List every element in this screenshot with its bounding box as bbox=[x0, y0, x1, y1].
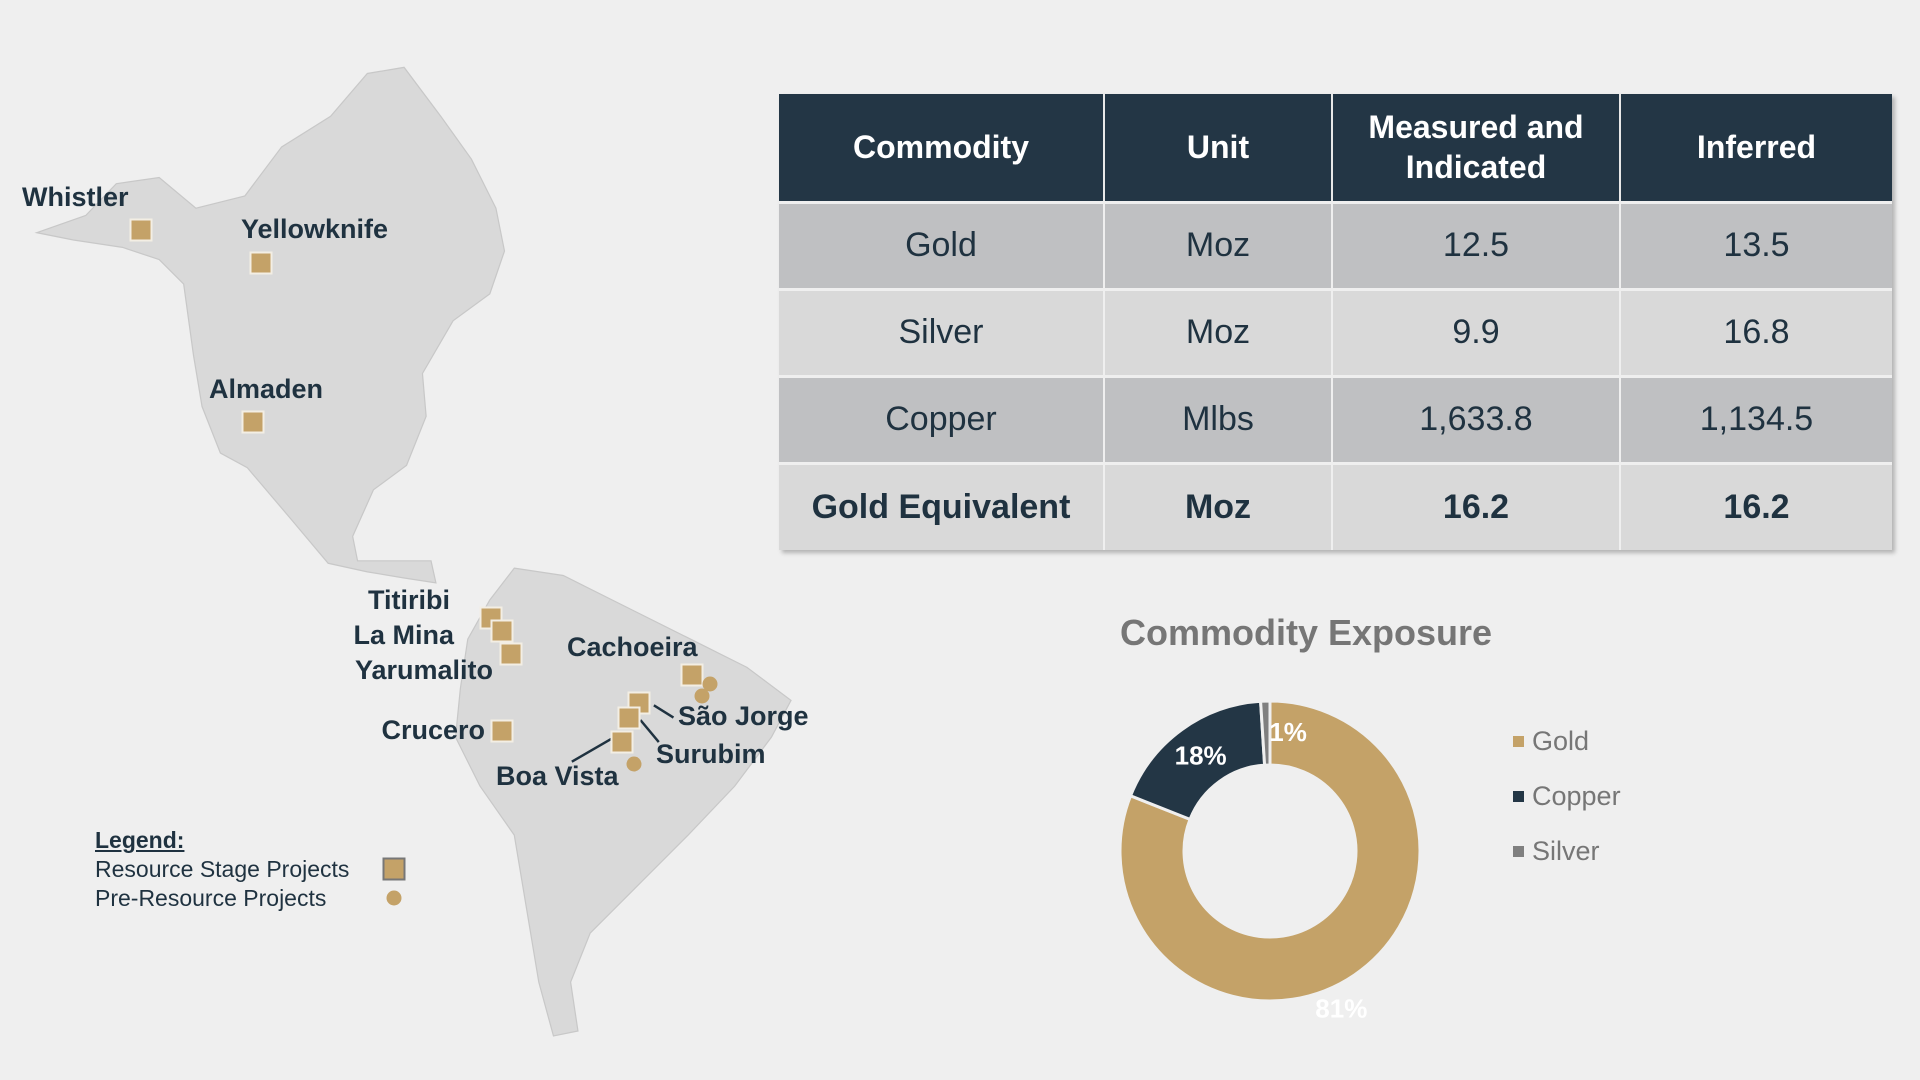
data-label: 18% bbox=[1175, 741, 1227, 771]
cell: 12.5 bbox=[1332, 200, 1621, 289]
cell: Moz bbox=[1104, 287, 1333, 376]
slice-gold bbox=[1118, 699, 1422, 1003]
legend-circle-icon bbox=[386, 890, 402, 906]
crucero-marker bbox=[490, 719, 514, 743]
cell: Mlbs bbox=[1104, 374, 1333, 463]
data-label: 81% bbox=[1315, 994, 1367, 1020]
legend-swatch-icon bbox=[1513, 791, 1524, 802]
la-mina-marker bbox=[490, 619, 514, 643]
table-row: Silver Moz 9.9 16.8 bbox=[779, 287, 1892, 376]
resource-table: Commodity Unit Measured and Indicated In… bbox=[779, 94, 1892, 550]
table-row-total: Gold Equivalent Moz 16.2 16.2 bbox=[779, 461, 1892, 550]
cell: 16.2 bbox=[1620, 461, 1892, 550]
table-header: Commodity Unit Measured and Indicated In… bbox=[779, 94, 1892, 202]
legend-title: Legend: bbox=[95, 827, 185, 853]
yellowknife-marker bbox=[249, 251, 273, 275]
cell: Copper bbox=[779, 374, 1105, 463]
legend-label: Gold bbox=[1532, 726, 1590, 756]
donut-chart: 81% 18% 1% bbox=[1118, 699, 1422, 1020]
table-row: Copper Mlbs 1,633.8 1,134.5 bbox=[779, 374, 1892, 463]
cell: Gold Equivalent bbox=[779, 461, 1105, 550]
project-label: Whistler bbox=[22, 182, 129, 212]
cell: Silver bbox=[779, 287, 1105, 376]
boa-vista-marker bbox=[610, 730, 634, 754]
yarumalito-marker bbox=[499, 642, 523, 666]
leader-line-boa-vista bbox=[571, 737, 613, 763]
legend-pre-resource-label: Pre-Resource Projects bbox=[95, 885, 327, 911]
pre-resource-marker bbox=[694, 688, 710, 704]
header-unit: Unit bbox=[1104, 94, 1333, 202]
leader-line-surubim bbox=[639, 719, 660, 743]
almaden-marker bbox=[241, 410, 265, 434]
legend-label: Copper bbox=[1532, 781, 1621, 811]
header-commodity: Commodity bbox=[779, 94, 1105, 202]
cell: Moz bbox=[1104, 200, 1333, 289]
slice-silver bbox=[1258, 699, 1272, 767]
cell: 1,633.8 bbox=[1332, 374, 1621, 463]
pre-resource-marker bbox=[626, 756, 642, 772]
cell: Moz bbox=[1104, 461, 1333, 550]
cell: 1,134.5 bbox=[1620, 374, 1892, 463]
legend-resource-label: Resource Stage Projects bbox=[95, 856, 350, 882]
whistler-marker bbox=[129, 218, 153, 242]
cell: Gold bbox=[779, 200, 1105, 289]
chart-title: Commodity Exposure bbox=[1120, 612, 1493, 653]
legend-label: Silver bbox=[1532, 836, 1600, 866]
project-label: Surubim bbox=[656, 739, 766, 769]
cell: 9.9 bbox=[1332, 287, 1621, 376]
header-inferred: Inferred bbox=[1620, 94, 1892, 202]
legend-swatch-icon bbox=[1513, 846, 1524, 857]
project-label: Almaden bbox=[209, 374, 324, 404]
legend-swatch-icon bbox=[1513, 736, 1524, 747]
legend-item-copper: Copper bbox=[1513, 781, 1621, 812]
legend-item-silver: Silver bbox=[1513, 836, 1600, 867]
legend-square-icon bbox=[382, 857, 406, 881]
leader-line-sao-jorge bbox=[653, 704, 675, 719]
north-america-landmass bbox=[34, 66, 506, 584]
project-label: La Mina bbox=[353, 620, 454, 650]
surubim-marker bbox=[617, 706, 641, 730]
project-label: Titiribi bbox=[367, 585, 450, 615]
project-label: Crucero bbox=[381, 715, 485, 745]
header-measured-indicated: Measured and Indicated bbox=[1332, 94, 1621, 202]
cell: 13.5 bbox=[1620, 200, 1892, 289]
legend-item-gold: Gold bbox=[1513, 726, 1589, 757]
pre-resource-marker bbox=[702, 676, 718, 692]
cell: 16.8 bbox=[1620, 287, 1892, 376]
project-label: Cachoeira bbox=[567, 632, 698, 662]
project-label: Boa Vista bbox=[496, 761, 619, 791]
project-label: São Jorge bbox=[678, 701, 809, 731]
cell: 16.2 bbox=[1332, 461, 1621, 550]
table-row: Gold Moz 12.5 13.5 bbox=[779, 200, 1892, 289]
project-label: Yellowknife bbox=[241, 214, 389, 244]
project-label: Yarumalito bbox=[354, 655, 493, 685]
data-label: 1% bbox=[1269, 717, 1307, 747]
cachoeira-marker bbox=[680, 663, 704, 687]
